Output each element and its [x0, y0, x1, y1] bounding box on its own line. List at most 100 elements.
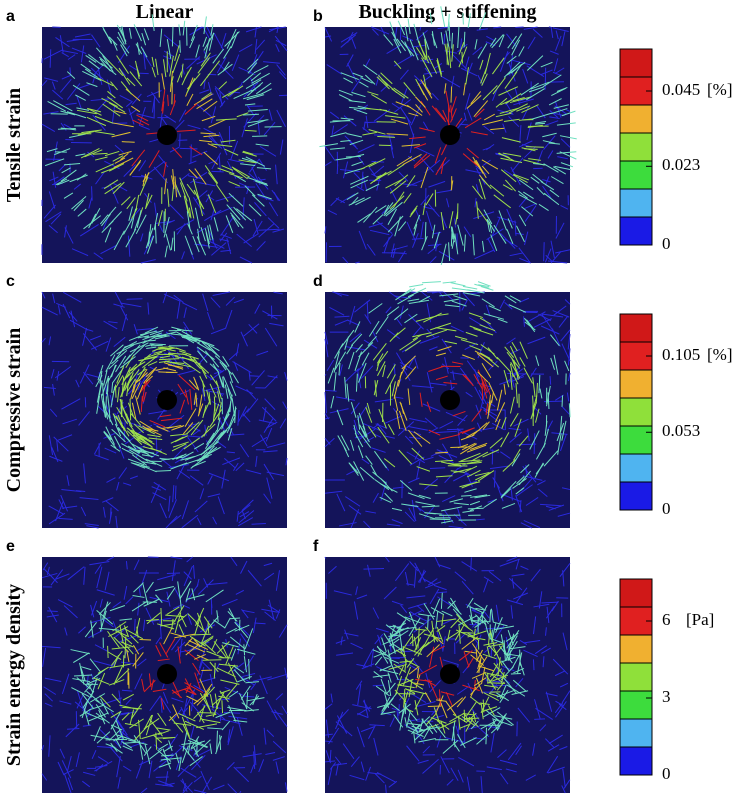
strained-fiber — [461, 495, 471, 496]
colorbar-tick-label: 0 — [662, 499, 671, 518]
colorbar-tick-label: 0 — [662, 764, 671, 783]
strained-fiber — [222, 700, 223, 713]
colorbar-segment — [620, 398, 652, 426]
panel-letter: b — [313, 8, 323, 25]
colorbar-tick-label: 0.045 — [662, 80, 700, 99]
fiber — [494, 470, 495, 487]
fiber — [545, 68, 546, 90]
fiber — [47, 611, 58, 612]
panel-letter: d — [313, 273, 323, 290]
fiber — [106, 384, 107, 396]
colorbar-segment — [620, 747, 652, 775]
row-label: Strain energy density — [3, 584, 25, 766]
fiber — [180, 148, 198, 149]
strained-fiber — [452, 288, 471, 291]
fiber — [373, 685, 384, 686]
colorbar-unit: [%] — [707, 80, 732, 99]
panel-letter: c — [6, 273, 15, 290]
fiber — [447, 429, 464, 430]
colorbar-unit: [%] — [707, 345, 732, 364]
colorbar-segment — [620, 49, 652, 77]
fiber — [50, 49, 51, 68]
strained-fiber — [252, 136, 267, 137]
strained-fiber — [463, 286, 477, 289]
strained-fiber — [422, 282, 441, 283]
simulation-panel — [42, 292, 287, 528]
colorbar-tick-label: 0.053 — [662, 421, 700, 440]
colorbar-tick-label: 0.105 — [662, 345, 700, 364]
panel-letter: e — [6, 538, 15, 555]
colorbar-segment — [620, 189, 652, 217]
column-title: Linear — [136, 1, 194, 23]
strained-fiber — [487, 683, 505, 684]
strained-fiber — [526, 147, 544, 148]
fiber — [444, 34, 445, 45]
fiber — [550, 376, 551, 385]
colorbar-segment — [620, 370, 652, 398]
fiber — [516, 444, 536, 445]
row-label: Tensile strain — [3, 88, 25, 202]
strained-fiber — [443, 282, 456, 283]
strained-fiber — [435, 452, 448, 453]
colorbar-tick-label: 0 — [662, 234, 671, 253]
colorbar-segment — [620, 691, 652, 719]
panel-background — [42, 27, 287, 263]
strained-fiber — [430, 519, 450, 520]
strained-fiber — [202, 660, 221, 661]
strained-fiber — [486, 728, 487, 745]
strained-fiber — [483, 700, 484, 713]
strained-fiber — [535, 123, 545, 124]
row-label: Compressive strain — [3, 328, 25, 493]
simulation-panel — [325, 282, 570, 528]
fiber — [515, 27, 523, 28]
colorbar-tick-label: 3 — [662, 687, 671, 706]
colorbar-segment — [620, 579, 652, 607]
strained-fiber — [425, 222, 426, 241]
simulation-panel — [319, 6, 576, 265]
strained-fiber — [180, 40, 181, 52]
fiber — [544, 242, 545, 261]
colorbar-segment — [620, 133, 652, 161]
simulation-panel — [325, 557, 570, 793]
fiber — [111, 508, 112, 518]
fiber — [363, 569, 384, 570]
fiber — [400, 27, 401, 40]
colorbar-segment — [620, 161, 652, 189]
strained-fiber — [481, 286, 493, 290]
colorbar-segment — [620, 719, 652, 747]
fiber — [325, 557, 326, 558]
strained-fiber — [463, 13, 464, 25]
fiber — [127, 299, 143, 300]
fiber — [92, 186, 93, 200]
colorbar-tick-label: 6 — [662, 610, 671, 629]
strained-fiber — [520, 650, 521, 666]
colorbar-segment — [620, 454, 652, 482]
colorbar-segment — [620, 426, 652, 454]
strained-fiber — [482, 383, 483, 400]
strained-fiber — [451, 283, 466, 286]
colorbar-segment — [620, 482, 652, 510]
inclusion — [440, 390, 460, 410]
fiber — [211, 598, 212, 608]
colorbar-unit: [Pa] — [686, 610, 714, 629]
column-title: Buckling + stiffening — [358, 1, 536, 23]
strained-fiber — [409, 284, 423, 286]
strained-fiber — [122, 142, 135, 143]
strained-fiber — [108, 646, 109, 658]
fiber — [471, 557, 472, 570]
colorbar-segment — [620, 217, 652, 245]
panel-letter: f — [313, 538, 319, 555]
strained-fiber — [172, 27, 173, 47]
simulation-panel — [42, 557, 287, 793]
inclusion — [157, 664, 177, 684]
colorbar-tick-label: 0.023 — [662, 155, 700, 174]
fiber — [391, 658, 400, 659]
inclusion — [440, 664, 460, 684]
fiber — [175, 486, 176, 500]
strained-fiber — [243, 114, 259, 115]
fiber — [386, 785, 387, 793]
strained-fiber — [428, 616, 429, 630]
inclusion — [157, 390, 177, 410]
fiber — [534, 719, 545, 720]
